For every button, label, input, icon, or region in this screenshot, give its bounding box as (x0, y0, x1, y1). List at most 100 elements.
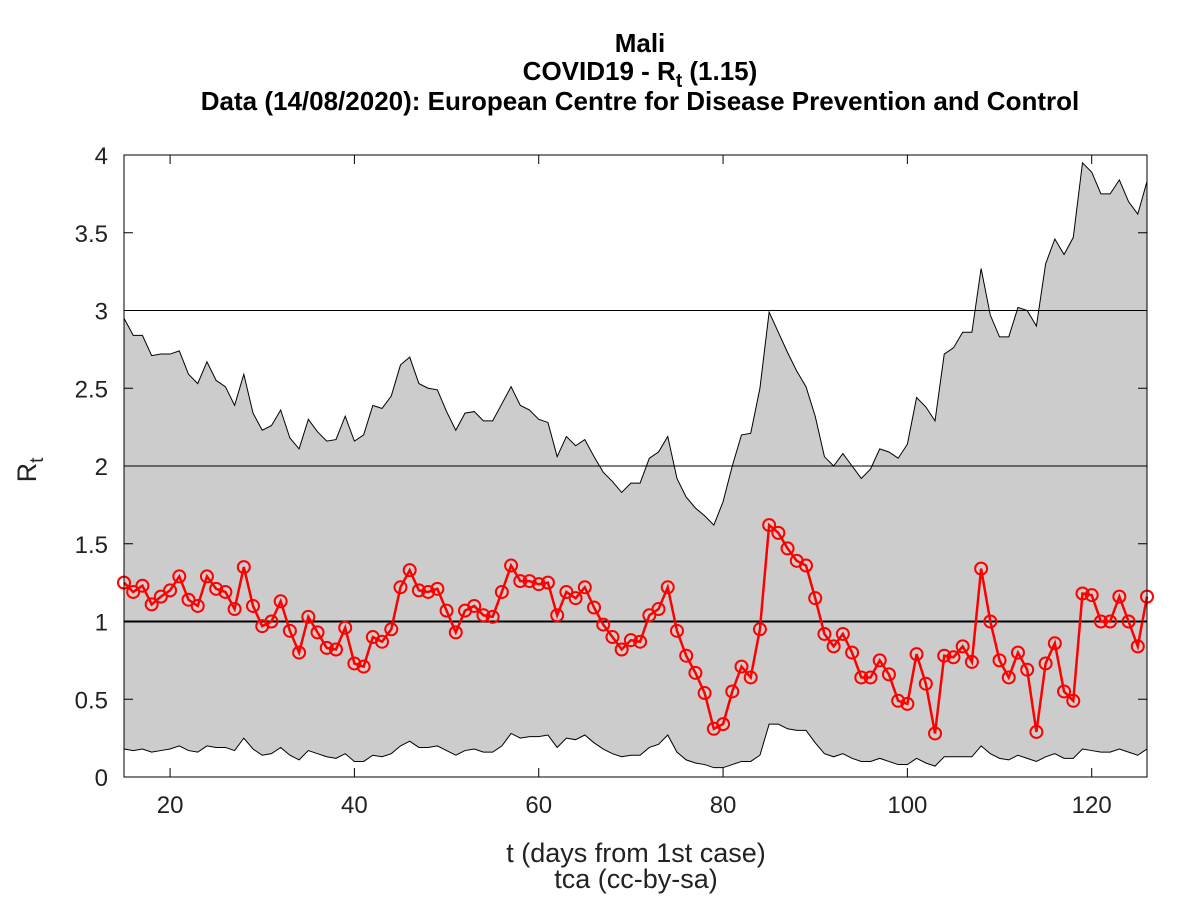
rt-point (181, 592, 196, 607)
y-axis-label: Rt (12, 457, 48, 483)
rt-point (642, 608, 657, 623)
rt-point (522, 574, 537, 589)
rt-point (1057, 684, 1072, 699)
rt-point (264, 614, 279, 629)
rt-point (1020, 662, 1035, 677)
x-axis-label: t (days from 1st case) (506, 838, 766, 868)
rt-point (679, 648, 694, 663)
rt-point (577, 580, 592, 595)
rt-point (891, 693, 906, 708)
rt-point (817, 626, 832, 641)
rt-point (218, 584, 233, 599)
rt-point (614, 642, 629, 657)
y-tick-label: 4 (95, 143, 108, 170)
rt-point (439, 603, 454, 618)
rt-point (338, 620, 353, 635)
rt-point (587, 600, 602, 615)
x-tick-label: 120 (1072, 792, 1112, 819)
rt-point (163, 583, 178, 598)
rt-point (328, 642, 343, 657)
rt-point (540, 575, 555, 590)
rt-point (135, 578, 150, 593)
rt-point (835, 626, 850, 641)
rt-point (1047, 636, 1062, 651)
x-tick-label: 20 (157, 792, 184, 819)
rt-point (697, 686, 712, 701)
chart-subtitle: COVID19 - Rt (1.15) (523, 56, 758, 92)
subtitle-sub: t (676, 71, 683, 92)
rt-point (909, 647, 924, 662)
rt-point (762, 518, 777, 533)
y-tick-label: 0 (95, 765, 108, 792)
rt-point (854, 670, 869, 685)
chart-source: Data (14/08/2020): European Centre for D… (201, 86, 1079, 116)
rt-point (974, 561, 989, 576)
y-tick-label: 3.5 (75, 221, 108, 248)
y-tick-label: 3 (95, 299, 108, 326)
rt-point (872, 653, 887, 668)
y-label-main: R (12, 463, 42, 483)
rt-point (550, 608, 565, 623)
rt-point (900, 696, 915, 711)
rt-point (494, 584, 509, 599)
rt-point (605, 630, 620, 645)
y-tick-label: 2 (95, 454, 108, 481)
rt-point (172, 569, 187, 584)
rt-point (411, 583, 426, 598)
y-tick-label: 0.5 (75, 687, 108, 714)
rt-point (660, 580, 675, 595)
rt-point (1093, 614, 1108, 629)
rt-point (126, 584, 141, 599)
rt-point (301, 609, 316, 624)
rt-point (633, 634, 648, 649)
x-tick-label: 60 (525, 792, 552, 819)
rt-point (430, 581, 445, 596)
x-tick-label: 100 (887, 792, 927, 819)
rt-point (1029, 724, 1044, 739)
subtitle-main: COVID19 - R (523, 56, 676, 86)
rt-point (356, 659, 371, 674)
rt-point (725, 684, 740, 699)
rt-point (282, 623, 297, 638)
rt-point (531, 577, 546, 592)
rt-point (1038, 656, 1053, 671)
rt-point (476, 608, 491, 623)
rt-point (752, 622, 767, 637)
rt-point (918, 676, 933, 691)
rt-point (153, 589, 168, 604)
rt-point (669, 623, 684, 638)
rt-point (863, 670, 878, 685)
rt-point (1121, 614, 1136, 629)
rt-point (1112, 589, 1127, 604)
rt-point (568, 591, 583, 606)
rt-point (845, 645, 860, 660)
rt-point (144, 597, 159, 612)
rt-point (319, 640, 334, 655)
y-tick-label: 1.5 (75, 532, 108, 559)
rt-point (421, 584, 436, 599)
rt-point (402, 563, 417, 578)
rt-point (513, 574, 528, 589)
rt-point (881, 667, 896, 682)
rt-point (209, 581, 224, 596)
rt-point (716, 717, 731, 732)
rt-line (123, 522, 1149, 734)
rt-point (393, 580, 408, 595)
rt-point (485, 609, 500, 624)
rt-point (964, 654, 979, 669)
y-label-sub: t (27, 457, 48, 463)
rt-point (826, 639, 841, 654)
rt-point (771, 525, 786, 540)
rt-point (937, 648, 952, 663)
rt-point (1066, 693, 1081, 708)
x-tick-label: 80 (710, 792, 737, 819)
rt-point (780, 541, 795, 556)
rt-point (467, 598, 482, 613)
rt-point (743, 670, 758, 685)
credit: tca (cc-by-sa) (554, 864, 718, 894)
rt-point (504, 558, 519, 573)
rt-point (1001, 670, 1016, 685)
chart-title: Mali (615, 28, 666, 58)
rt-point (190, 598, 205, 613)
